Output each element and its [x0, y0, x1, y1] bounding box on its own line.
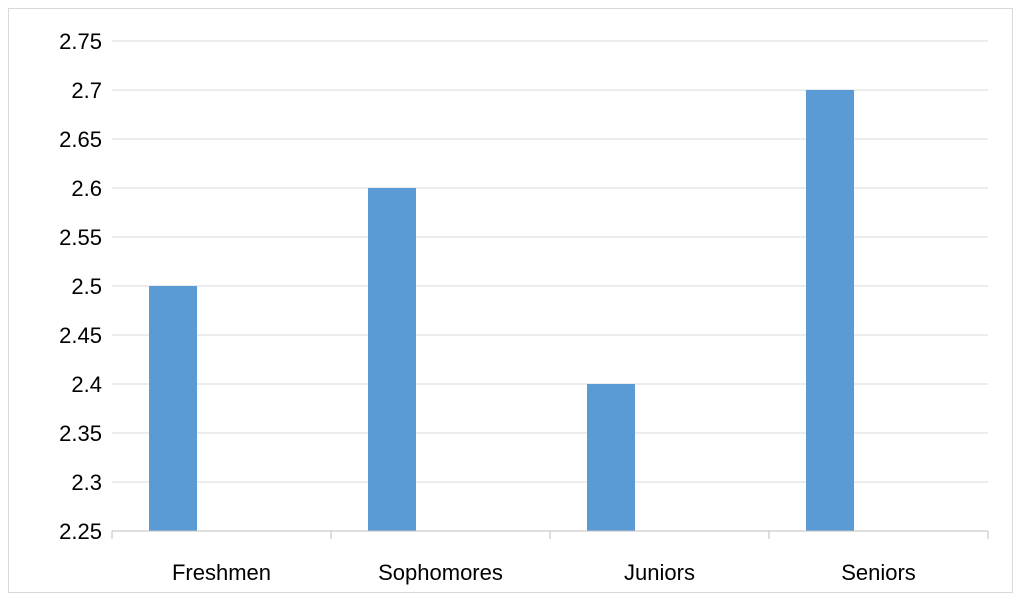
y-tick-label: 2.6 — [71, 176, 102, 201]
y-tick-label: 2.3 — [71, 470, 102, 495]
bar-seniors — [806, 90, 854, 531]
y-tick-label: 2.35 — [59, 421, 102, 446]
y-tick-label: 2.7 — [71, 78, 102, 103]
y-axis-tick-labels: 2.25 2.3 2.35 2.4 2.45 2.5 2.55 2.6 2.65 2.7 2.75 — [59, 29, 102, 544]
x-axis-tick-labels: Freshmen Sophomores Juniors Seniors — [172, 560, 916, 585]
x-tick-label: Juniors — [624, 560, 695, 585]
y-tick-label: 2.25 — [59, 519, 102, 544]
y-tick-label: 2.4 — [71, 372, 102, 397]
gridlines — [112, 40, 988, 483]
y-tick-label: 2.45 — [59, 323, 102, 348]
bar-sophomores — [368, 188, 416, 531]
y-tick-label: 2.5 — [71, 274, 102, 299]
bar-freshmen — [149, 286, 197, 531]
x-axis — [111, 530, 989, 539]
bar-juniors — [587, 384, 635, 531]
x-tick-label: Freshmen — [172, 560, 271, 585]
x-tick-label: Sophomores — [378, 560, 503, 585]
x-tick-label: Seniors — [841, 560, 916, 585]
y-tick-label: 2.65 — [59, 127, 102, 152]
y-tick-label: 2.75 — [59, 29, 102, 54]
bars — [149, 90, 854, 531]
y-tick-label: 2.55 — [59, 225, 102, 250]
